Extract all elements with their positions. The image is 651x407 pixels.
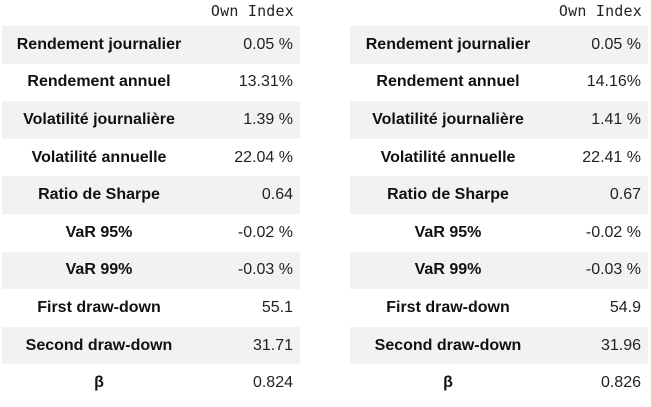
table-row: Second draw-down 31.71	[2, 326, 300, 365]
table-row: Volatilité annuelle 22.41 %	[350, 138, 648, 177]
row-label: β	[94, 374, 104, 392]
right-stats-table: Own Index Rendement journalier 0.05 % Re…	[350, 0, 648, 402]
row-value: 13.31%	[238, 73, 293, 91]
table-row: Volatilité annuelle 22.04 %	[2, 138, 300, 177]
row-label: Volatilité annuelle	[31, 148, 167, 166]
row-value: 22.41 %	[582, 148, 641, 166]
table-row: Rendement journalier 0.05 %	[350, 26, 648, 64]
row-value: -0.03 %	[237, 261, 293, 279]
row-value: 31.71	[252, 336, 293, 354]
table-header: Own Index	[2, 0, 300, 26]
table-row: Rendement journalier 0.05 %	[2, 26, 300, 64]
table-row: Volatilité journalière 1.39 %	[2, 101, 300, 139]
row-value: 14.16%	[586, 73, 641, 91]
row-label: VaR 95%	[65, 223, 133, 241]
row-label: Ratio de Sharpe	[387, 186, 509, 204]
column-header: Own Index	[210, 2, 294, 20]
table-header: Own Index	[350, 0, 648, 26]
row-value: -0.02 %	[237, 223, 293, 241]
row-value: 1.41 %	[591, 110, 641, 128]
row-label: First draw-down	[37, 298, 161, 316]
table-row: VaR 99% -0.03 %	[350, 251, 648, 290]
row-label: Rendement journalier	[16, 35, 182, 53]
row-value: 0.05 %	[243, 35, 293, 53]
table-row: VaR 99% -0.03 %	[2, 251, 300, 290]
table-row: Ratio de Sharpe 0.64	[2, 176, 300, 214]
row-value: 0.826	[600, 374, 641, 392]
row-value: -0.02 %	[585, 223, 641, 241]
table-row: Second draw-down 31.96	[350, 326, 648, 365]
row-value: 0.64	[261, 186, 293, 204]
row-value: 55.1	[261, 298, 293, 316]
row-value: 54.9	[609, 298, 641, 316]
table-row: First draw-down 55.1	[2, 289, 300, 327]
row-label: Rendement journalier	[365, 35, 531, 53]
row-label: Ratio de Sharpe	[38, 186, 160, 204]
row-label: VaR 95%	[414, 223, 482, 241]
row-label: Volatilité journalière	[23, 110, 175, 128]
table-row: Rendement annuel 13.31%	[2, 63, 300, 102]
row-label: Volatilité annuelle	[380, 148, 516, 166]
left-stats-table: Own Index Rendement journalier 0.05 % Re…	[2, 0, 300, 402]
table-body: Rendement journalier 0.05 % Rendement an…	[350, 26, 648, 402]
row-label: First draw-down	[386, 298, 510, 316]
row-label: Rendement annuel	[27, 73, 171, 91]
row-label: β	[443, 374, 453, 392]
row-value: 22.04 %	[234, 148, 293, 166]
table-row: VaR 95% -0.02 %	[350, 213, 648, 252]
row-value: 0.05 %	[591, 35, 641, 53]
row-label: Second draw-down	[25, 336, 173, 354]
row-label: Rendement annuel	[376, 73, 520, 91]
row-value: 0.67	[609, 186, 641, 204]
column-header: Own Index	[558, 2, 642, 20]
table-row: VaR 95% -0.02 %	[2, 213, 300, 252]
table-row: β 0.824	[2, 364, 300, 402]
row-value: -0.03 %	[585, 261, 641, 279]
row-label: Second draw-down	[374, 336, 522, 354]
row-label: VaR 99%	[65, 261, 133, 279]
row-value: 0.824	[252, 374, 293, 392]
table-row: β 0.826	[350, 364, 648, 402]
table-row: Volatilité journalière 1.41 %	[350, 101, 648, 139]
row-value: 1.39 %	[243, 110, 293, 128]
table-row: First draw-down 54.9	[350, 289, 648, 327]
table-body: Rendement journalier 0.05 % Rendement an…	[2, 26, 300, 402]
table-row: Rendement annuel 14.16%	[350, 63, 648, 102]
row-label: Volatilité journalière	[372, 110, 524, 128]
row-label: VaR 99%	[414, 261, 482, 279]
row-value: 31.96	[600, 336, 641, 354]
table-row: Ratio de Sharpe 0.67	[350, 176, 648, 214]
